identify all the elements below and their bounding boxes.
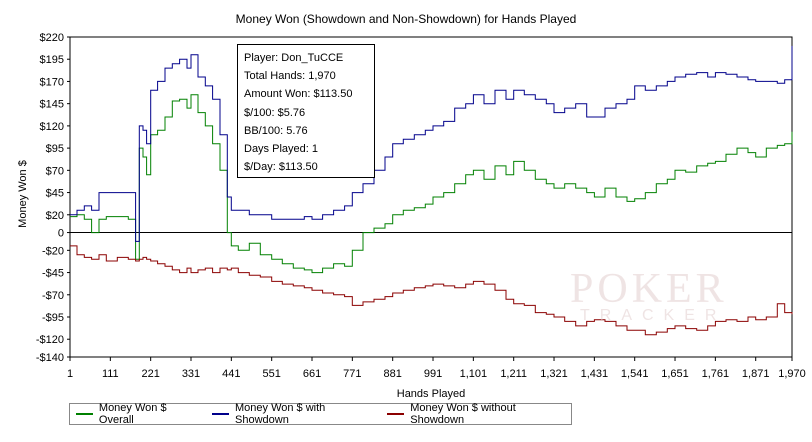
watermark-line2: TRACKER <box>580 307 727 324</box>
y-tick-label: $45 <box>46 188 64 200</box>
x-tick-label: 771 <box>343 368 361 380</box>
tooltip-per-day: $/Day: $113.50 <box>244 161 318 174</box>
chart-title: Money Won (Showdown and Non-Showdown) fo… <box>236 12 577 26</box>
poker-tracker-watermark-sub: TRACKER <box>580 307 726 325</box>
y-axis-label: Money Won $ <box>17 160 29 228</box>
x-tick-label: 1 <box>67 368 73 380</box>
x-axis-label: Hands Played <box>397 388 466 400</box>
series-line-non-showdown <box>70 245 793 336</box>
y-tick-label: -$120 <box>36 334 64 346</box>
y-tick-label: -$140 <box>36 352 64 364</box>
y-tick-label: $220 <box>40 32 64 44</box>
tooltip-bb-100: BB/100: 5.76 <box>244 124 308 137</box>
tooltip-per-100: $/100: $5.76 <box>244 106 306 119</box>
y-tick-label: $70 <box>46 165 64 177</box>
y-tick-label: $120 <box>40 121 64 133</box>
chart-legend: Money Won $ Overall Money Won $ with Sho… <box>69 402 572 426</box>
legend-swatch-overall <box>76 413 93 415</box>
y-tick-label: $145 <box>40 99 64 111</box>
x-tick-label: 111 <box>102 368 119 380</box>
tooltip-player: Player: Don_TuCCE <box>244 52 344 64</box>
series-line-showdown <box>70 45 793 242</box>
x-tick-label: 331 <box>182 368 200 380</box>
tooltip-days-played: Days Played: 1 <box>244 143 318 156</box>
x-tick-label: 991 <box>424 368 442 380</box>
x-tick-label: 1,871 <box>742 368 770 380</box>
tooltip-amount-won: Amount Won: $113.50 <box>244 88 353 101</box>
y-tick-label: -$20 <box>42 245 64 257</box>
legend-swatch-non-showdown <box>387 413 405 415</box>
y-tick-label: $195 <box>40 54 64 66</box>
y-tick-label: 0 <box>58 228 64 240</box>
x-tick-label: 1,211 <box>500 368 527 380</box>
x-tick-label: 441 <box>222 368 240 380</box>
legend-item-non-showdown: Money Won $ without Showdown <box>387 402 563 426</box>
y-tick-label: $95 <box>46 143 64 155</box>
y-tick-label: -$70 <box>42 290 64 302</box>
x-tick-label: 1,970 <box>778 368 806 380</box>
x-tick-label: 1,761 <box>702 368 730 380</box>
x-tick-label: 1,651 <box>661 368 689 380</box>
legend-label-non-showdown: Money Won $ without Showdown <box>410 402 516 426</box>
x-tick-label: 221 <box>141 368 159 380</box>
y-tick-label: -$95 <box>42 312 64 324</box>
legend-label-showdown: Money Won $ with Showdown <box>235 402 326 426</box>
x-tick-label: 881 <box>384 368 402 380</box>
tooltip-total-hands: Total Hands: 1,970 <box>244 70 336 83</box>
poker-tracker-watermark: POKER <box>570 265 728 313</box>
x-tick-label: 1,101 <box>460 368 488 380</box>
y-tick-label: -$45 <box>42 268 64 280</box>
player-stats-tooltip: Player: Don_TuCCE Total Hands: 1,970 Amo… <box>237 44 375 178</box>
x-tick-label: 551 <box>262 368 280 380</box>
plot-area-frame <box>69 36 793 358</box>
y-tick-label: $170 <box>40 76 64 88</box>
series-line-overall <box>70 94 793 274</box>
x-tick-label: 1,541 <box>621 368 649 380</box>
x-tick-label: 661 <box>303 368 321 380</box>
legend-swatch-showdown <box>212 413 229 415</box>
y-tick-label: $20 <box>46 210 64 222</box>
legend-item-overall: Money Won $ Overall <box>76 402 198 426</box>
x-tick-label: 1,431 <box>581 368 609 380</box>
watermark-line1: POKER <box>570 266 728 312</box>
x-tick-label: 1,321 <box>540 368 568 380</box>
legend-item-showdown: Money Won $ with Showdown <box>212 402 373 426</box>
legend-label-overall: Money Won $ Overall <box>98 402 167 426</box>
